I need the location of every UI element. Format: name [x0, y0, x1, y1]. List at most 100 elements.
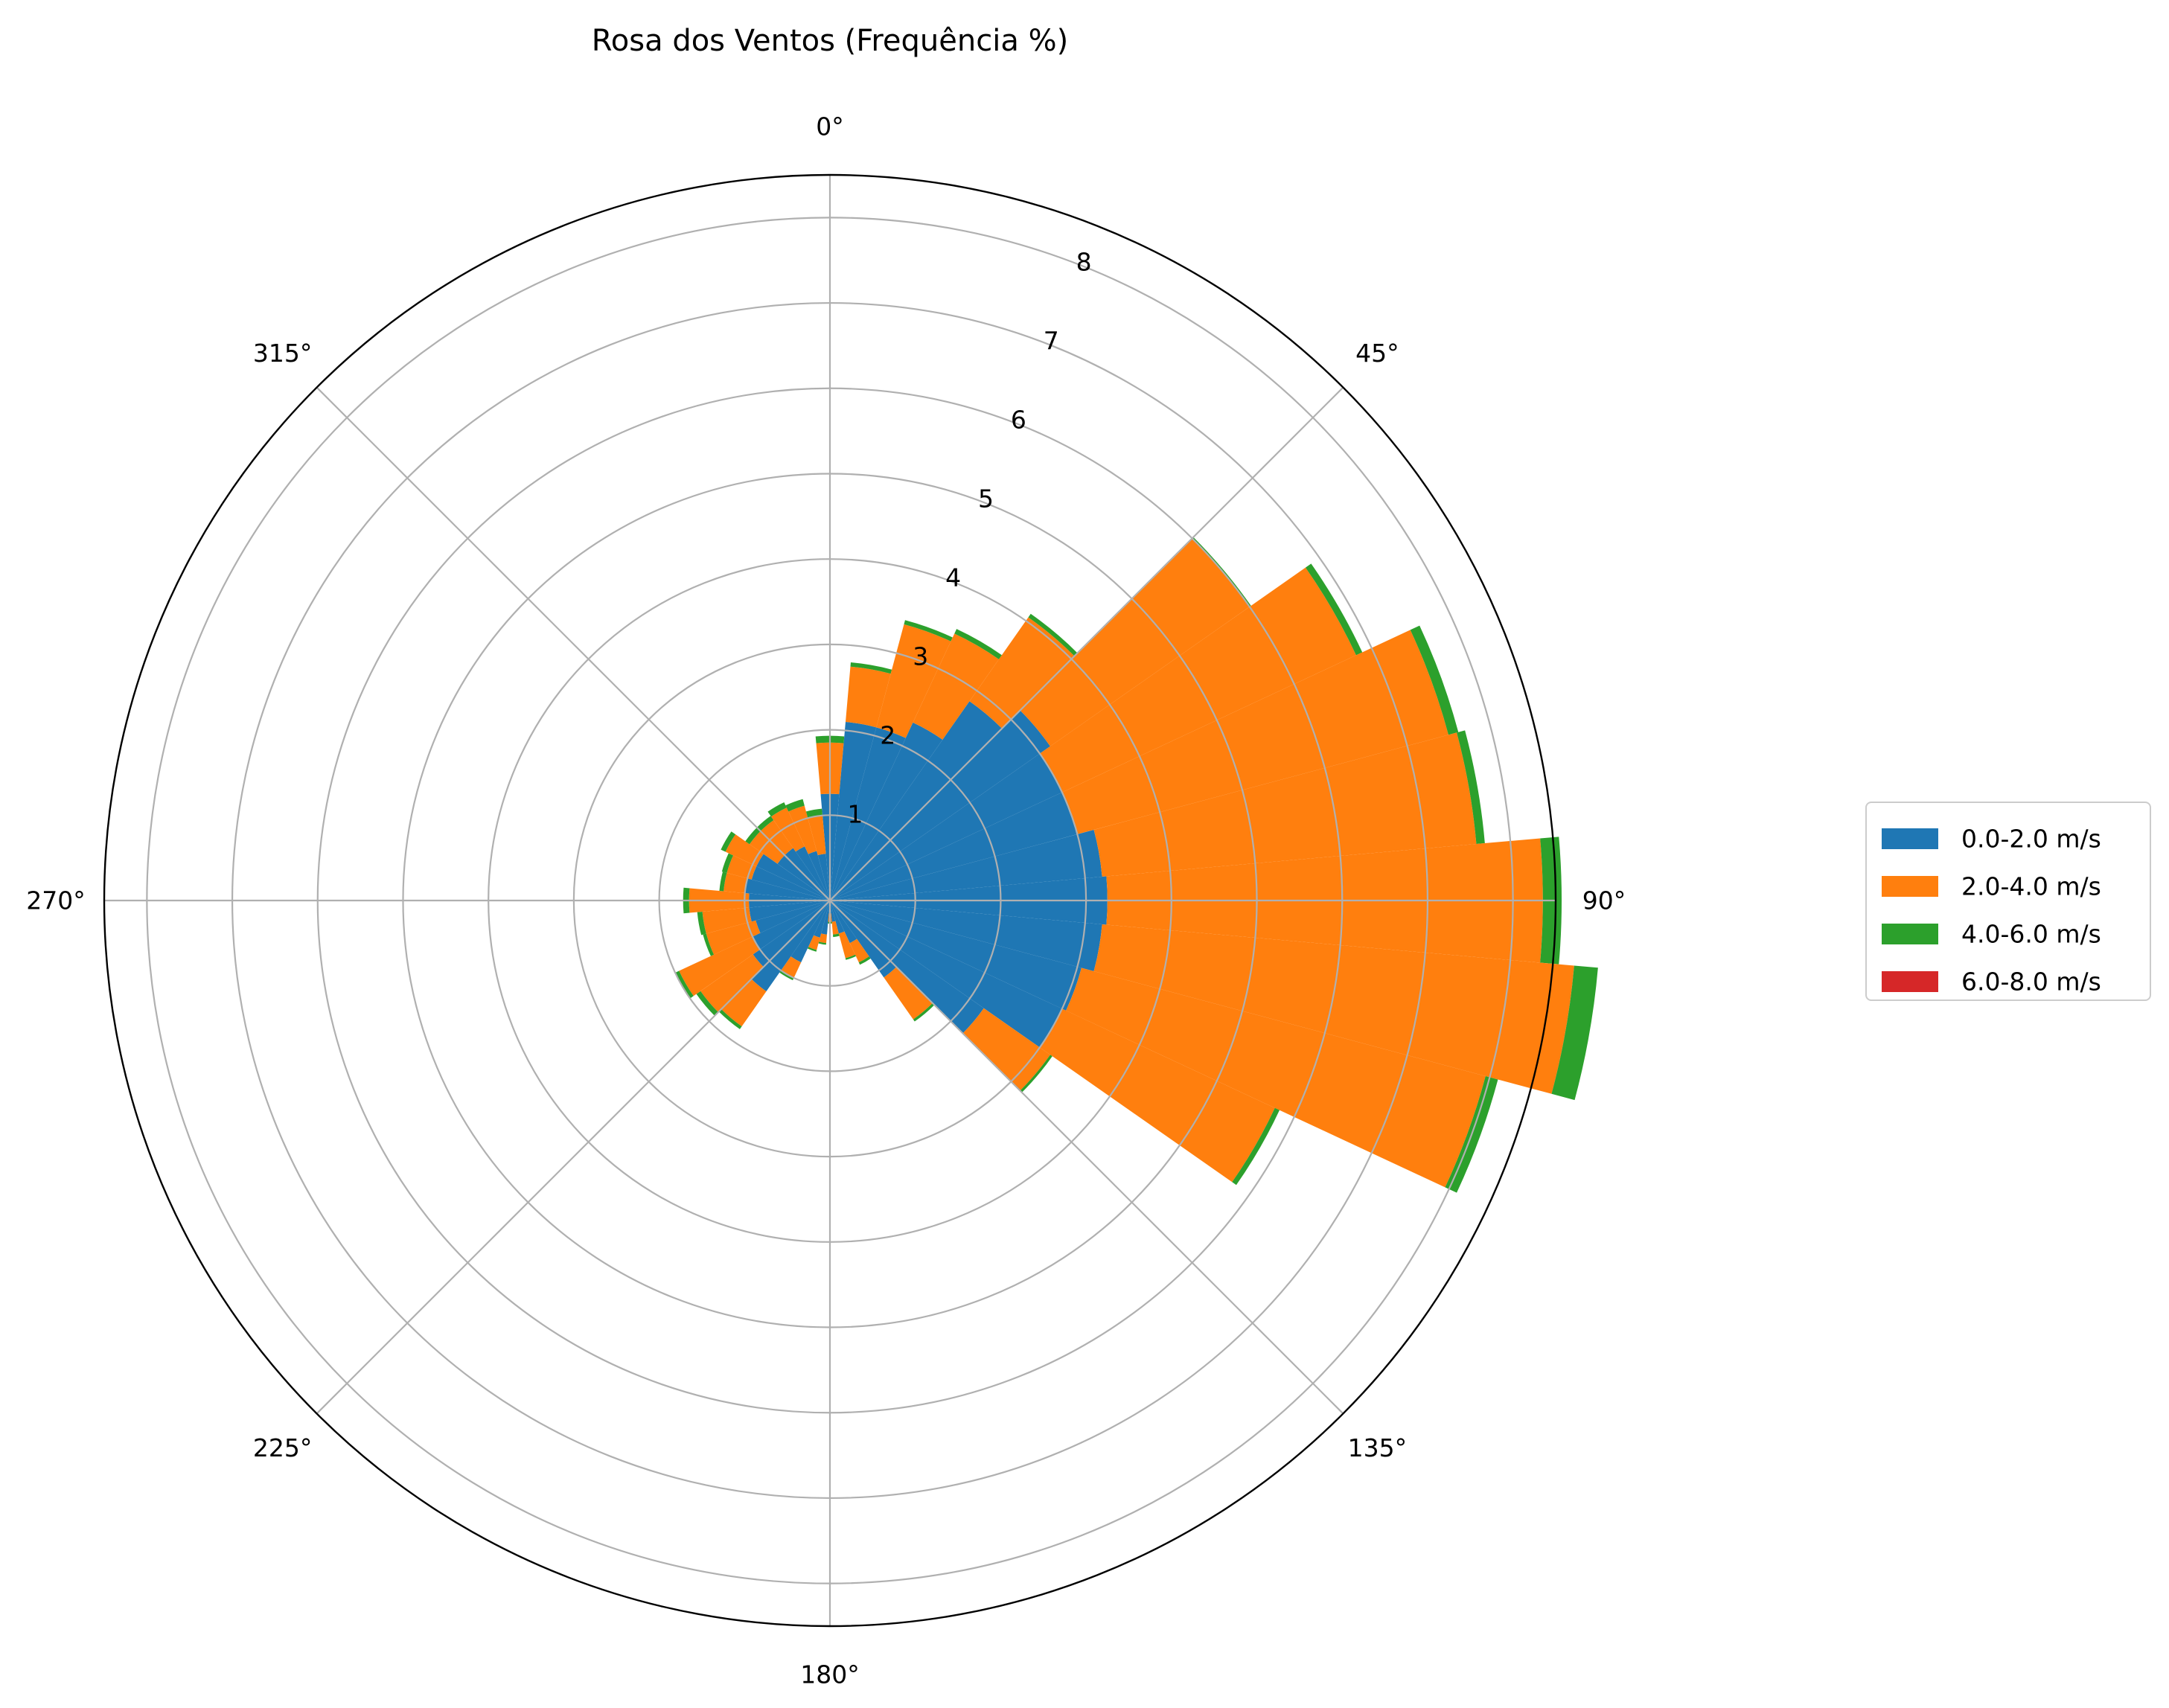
wedge-dir-220-series-2: [718, 1008, 742, 1029]
polar-frame: [103, 173, 1557, 1628]
radial-label-8: 8: [1076, 248, 1092, 277]
wedge-dir-350-series-0: [817, 854, 830, 901]
wedge-dir-340-series-2: [785, 799, 805, 812]
wedge-dir-330-series-1: [771, 807, 805, 852]
legend-label-0: 0.0-2.0 m/s: [1961, 825, 2101, 854]
wedge-dir-130-series-0: [830, 901, 984, 1034]
wedge-dir-150-series-0: [830, 901, 857, 944]
legend-swatch-1: [1882, 876, 1938, 897]
wedge-dir-250-series-1: [706, 920, 761, 955]
grid-layer: [103, 173, 1557, 1628]
wedge-dir-200-series-0: [814, 901, 830, 938]
angle-label-90: 90°: [1582, 886, 1626, 915]
wedge-dir-100-series-2: [1551, 965, 1598, 1101]
grid-spoke-135: [829, 900, 1344, 1415]
wedge-dir-290-series-0: [751, 866, 830, 901]
radial-label-5: 5: [978, 484, 994, 514]
wedge-dir-250-series-0: [756, 901, 830, 933]
wedge-dir-30-series-1: [913, 633, 999, 740]
legend-swatch-3: [1882, 971, 1938, 992]
wedge-dir-140-series-0: [830, 901, 897, 978]
wedge-dir-80-series-1: [1093, 732, 1477, 877]
wedge-dir-210-series-1: [781, 956, 802, 978]
wedge-dir-300-series-1: [725, 834, 764, 866]
wedge-dir-330-series-2: [767, 802, 787, 817]
wedge-dir-50-series-0: [830, 710, 1050, 901]
wedge-dir-340-series-0: [808, 851, 830, 901]
radial-label-3: 3: [913, 642, 928, 671]
wedge-dir-230-series-1: [700, 954, 764, 1013]
wedge-dir-60-series-0: [830, 753, 1062, 901]
grid-spoke-225: [316, 900, 831, 1415]
wedge-dir-230-series-0: [753, 901, 830, 967]
legend-label-1: 2.0-4.0 m/s: [1961, 872, 2101, 901]
radial-label-6: 6: [1011, 406, 1026, 435]
grid-spoke-45: [829, 386, 1344, 901]
angle-label-270: 270°: [26, 886, 86, 915]
wedge-dir-10-series-1: [845, 666, 891, 728]
wedge-dir-120-series-2: [1232, 1107, 1280, 1186]
wedge-dir-80-series-0: [830, 829, 1102, 901]
wedge-dir-170-series-2: [832, 933, 840, 938]
wedge-dir-210-series-2: [779, 970, 794, 981]
wedge-dir-130-series-1: [962, 1008, 1050, 1091]
wedge-dir-170-series-0: [830, 901, 836, 922]
grid-spoke-315: [316, 386, 831, 901]
wedge-dir-100-series-0: [830, 901, 1102, 972]
angle-label-225: 225°: [253, 1433, 313, 1462]
wedge-dir-330-series-0: [795, 846, 830, 901]
wedge-dir-200-series-2: [807, 947, 817, 952]
wedge-dir-300-series-2: [721, 831, 736, 852]
wedge-dir-260-series-2: [697, 911, 706, 935]
wedge-dir-120-series-1: [1039, 1008, 1275, 1183]
wedge-dir-160-series-0: [830, 901, 845, 934]
wedge-dir-190-series-0: [821, 901, 830, 935]
wedge-dir-310-series-2: [745, 827, 761, 845]
angle-label-0: 0°: [816, 112, 844, 141]
wedge-dir-120-series-0: [830, 901, 1062, 1048]
wedge-dir-280-series-2: [719, 871, 727, 892]
wedge-dir-340-series-1: [788, 805, 817, 854]
angle-label-45: 45°: [1355, 339, 1399, 368]
wedge-dir-40-series-0: [830, 701, 1003, 901]
radial-label-4: 4: [945, 563, 961, 592]
labels-layer: 0° 45° 90° 135° 180° 225° 270° 315° 1 2 3 4 5 6 7 8: [26, 112, 1626, 1689]
angle-label-135: 135°: [1348, 1433, 1408, 1462]
wedge-dir-240-series-2: [675, 970, 694, 999]
wedge-dir-40-series-1: [969, 617, 1075, 729]
wedge-dir-80-series-2: [1457, 730, 1485, 845]
wedge-dir-210-series-0: [790, 901, 830, 963]
wedge-dir-290-series-2: [721, 853, 734, 873]
radial-label-7: 7: [1044, 327, 1059, 356]
wedge-dir-70-series-0: [830, 792, 1078, 901]
wedge-dir-190-series-1: [819, 933, 828, 944]
legend-label-3: 6.0-8.0 m/s: [1961, 967, 2101, 997]
wedge-dir-70-series-2: [1410, 625, 1459, 735]
wedge-dir-310-series-1: [749, 831, 785, 864]
wedge-dir-10-series-0: [830, 722, 877, 901]
wedge-dir-160-series-1: [838, 931, 855, 959]
wedge-dir-60-series-2: [1305, 563, 1363, 656]
wedge-dir-140-series-2: [913, 1002, 935, 1022]
legend-swatch-2: [1882, 924, 1938, 944]
wedge-dir-150-series-2: [858, 956, 871, 965]
wedge-dir-320-series-0: [785, 848, 830, 901]
wedge-dir-160-series-2: [845, 954, 856, 960]
wedge-dir-110-series-0: [830, 901, 1082, 1011]
wedge-dir-300-series-0: [756, 854, 830, 901]
wedge-dir-190-series-2: [818, 941, 827, 945]
legend: 0.0-2.0 m/s 2.0-4.0 m/s 4.0-6.0 m/s 6.0-8.0…: [1865, 802, 2151, 1001]
legend-swatch-0: [1882, 828, 1938, 849]
radial-label-1: 1: [847, 800, 863, 829]
wedge-dir-60-series-1: [1039, 567, 1356, 793]
wedge-dir-280-series-0: [744, 878, 830, 901]
legend-box: [1865, 802, 2151, 1001]
wedge-dir-50-series-1: [1020, 538, 1250, 746]
wedge-dir-10-series-2: [850, 662, 892, 674]
wedge-dir-350-series-1: [808, 815, 826, 856]
wedge-dir-150-series-1: [849, 938, 869, 963]
wedge-dir-170-series-1: [831, 921, 839, 935]
wedge-dir-20-series-1: [876, 624, 951, 738]
